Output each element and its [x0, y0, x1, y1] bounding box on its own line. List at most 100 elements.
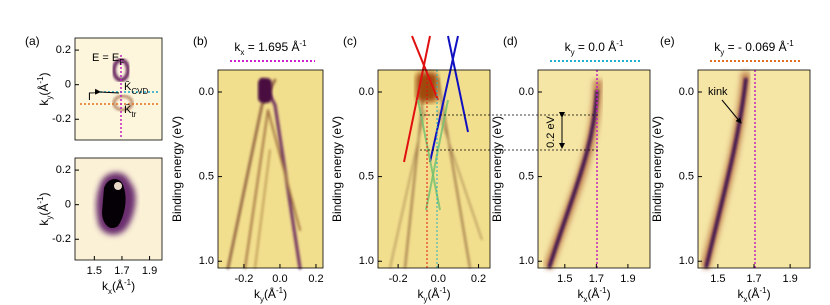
y-tick-label: 1.0	[359, 255, 374, 267]
text-part: = 1.695 Å	[244, 39, 299, 54]
text-part: k	[565, 40, 572, 54]
y-axis-label: ky(Å-1)	[36, 72, 54, 105]
text-part: k	[714, 40, 721, 54]
x-tick-label: 1.7	[589, 273, 604, 285]
x-tick-label: -0.2	[234, 273, 253, 285]
band	[437, 77, 471, 269]
y-tick-label: 0	[65, 199, 71, 211]
band-spot	[258, 78, 272, 103]
map-feature	[102, 179, 126, 229]
map-bg	[75, 38, 162, 140]
band	[254, 149, 271, 269]
text-part: k	[577, 287, 584, 301]
text-part: k	[102, 279, 109, 293]
text-part: x	[108, 287, 112, 296]
y-tick-label: -0.2	[52, 233, 71, 245]
y-tick-label: 0.0	[359, 86, 374, 98]
text-part: CVD	[131, 87, 148, 96]
plot-frame	[217, 69, 324, 269]
text-part: K̄	[124, 103, 132, 116]
text-part: )	[131, 279, 135, 293]
text-part: (Å	[747, 286, 759, 301]
text-part: x	[240, 48, 244, 57]
text-part: E = E	[92, 52, 119, 64]
text-part: y	[423, 295, 427, 304]
plot-frame	[377, 69, 491, 269]
text-part: Binding energy (eV)	[330, 116, 344, 222]
panel-label: (b)	[193, 34, 208, 48]
text-part: -1	[439, 286, 447, 295]
y-tick-label: 0.5	[359, 171, 374, 183]
text-part: (Å	[112, 278, 124, 293]
y-tick-label: 0.2	[56, 164, 71, 176]
x-tick-label: 1.7	[114, 265, 129, 277]
x-tick-label: 1.9	[782, 273, 797, 285]
text-part: Binding energy (eV)	[650, 116, 664, 222]
text-part: k	[417, 287, 424, 301]
text-part: -1	[36, 196, 45, 204]
text-part: y	[260, 295, 264, 304]
fit-line	[411, 35, 439, 101]
y-axis-label: Binding energy (eV)	[170, 116, 184, 222]
map-feature	[112, 94, 134, 112]
text-part: -1	[616, 39, 624, 48]
x-tick-label: 1.9	[620, 273, 635, 285]
text-part: Γ̄	[88, 91, 96, 103]
panel-label: (a)	[25, 34, 40, 48]
text-part: -1	[299, 39, 307, 48]
x-axis-label: kx(Å-1)	[737, 286, 770, 304]
arrow	[94, 88, 120, 95]
text-part: y	[45, 216, 54, 220]
annotation: K̄CVD	[124, 80, 148, 95]
text-part: (Å	[587, 286, 599, 301]
text-part: x	[583, 295, 587, 304]
annotation: 0.2 eV	[545, 115, 557, 147]
text-part: tr	[131, 110, 136, 119]
y-tick-label: 1.0	[679, 255, 694, 267]
annotation: E = EF	[92, 52, 124, 67]
text-part: Binding energy (eV)	[490, 116, 504, 222]
text-part: k	[254, 287, 261, 301]
panel-label: (c)	[343, 34, 357, 48]
annotation: Γ̄	[88, 91, 96, 103]
text-part: 0.2 eV	[545, 115, 557, 147]
text-part: = - 0.069 Å	[724, 39, 786, 54]
x-tick-label: 0.2	[471, 273, 486, 285]
fit-line	[447, 35, 469, 133]
text-part: (Å	[36, 84, 51, 96]
y-tick-label: 0.5	[519, 171, 534, 183]
y-tick-label: 0.0	[519, 86, 534, 98]
fit-line	[429, 35, 459, 163]
text-part: = 0.0 Å	[575, 39, 617, 54]
text-part: )	[607, 287, 611, 301]
band	[404, 77, 426, 269]
y-axis-label: Binding energy (eV)	[650, 116, 664, 222]
x-tick-label: 1.5	[87, 265, 102, 277]
y-tick-label: -0.2	[52, 113, 71, 125]
bands	[389, 77, 483, 269]
x-axis-label: ky(Å-1)	[254, 286, 287, 304]
y-tick-label: 1.0	[199, 255, 214, 267]
y-tick-label: 0.0	[679, 86, 694, 98]
x-tick-label: 1.7	[746, 273, 761, 285]
text-part: kink	[708, 86, 728, 98]
x-axis-label: kx(Å-1)	[102, 278, 135, 296]
text-part: -1	[759, 286, 767, 295]
y-axis-label: ky(Å-1)	[36, 192, 54, 225]
y-axis-label: Binding energy (eV)	[330, 116, 344, 222]
text-part: k	[37, 99, 51, 106]
x-axis-label: kx(Å-1)	[577, 286, 610, 304]
annotation: K̄tr	[124, 103, 137, 118]
y-tick-label: 0	[65, 79, 71, 91]
plot-frame	[74, 37, 163, 141]
x-tick-label: 1.5	[557, 273, 572, 285]
panel-title: ky = - 0.069 Å-1	[714, 39, 794, 57]
panel-label: (d)	[503, 34, 518, 48]
text-part: k	[737, 287, 744, 301]
band	[267, 109, 301, 231]
plot-frame	[74, 157, 163, 261]
y-axis-label: Binding energy (eV)	[490, 116, 504, 222]
text-part: y	[720, 48, 724, 57]
text-part: )	[37, 72, 51, 76]
plot-frame	[537, 69, 651, 269]
